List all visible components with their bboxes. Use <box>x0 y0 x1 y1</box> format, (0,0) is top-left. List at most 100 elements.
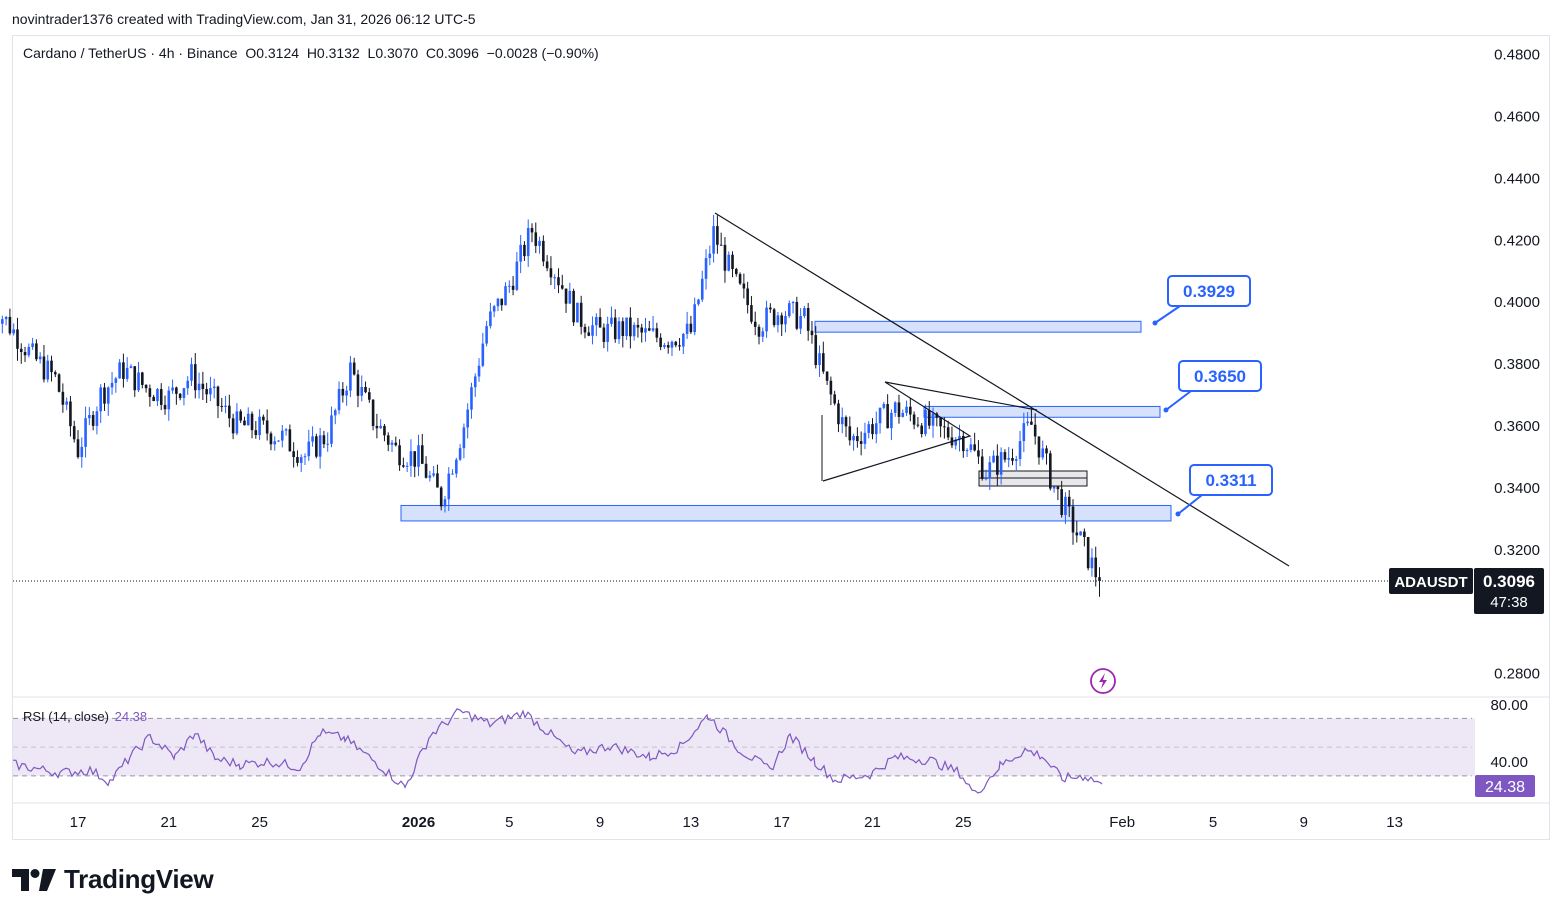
candle-body <box>61 391 65 405</box>
candle <box>890 409 893 440</box>
candle <box>761 327 765 343</box>
candle <box>231 413 235 440</box>
callout-pointer <box>1165 390 1192 411</box>
candle <box>171 379 174 394</box>
candle-body <box>402 465 405 467</box>
time-axis-tick: 2026 <box>402 814 435 831</box>
candle <box>587 326 591 337</box>
candle <box>746 281 749 314</box>
candle <box>1094 546 1098 587</box>
callout-label: 0.3650 <box>1194 367 1246 386</box>
candle <box>356 369 360 408</box>
time-axis-tick: 5 <box>505 814 513 831</box>
candle-body <box>258 416 261 436</box>
candle <box>1037 436 1041 465</box>
candle-body <box>496 298 500 307</box>
candle-body <box>8 316 12 334</box>
candle <box>318 427 322 469</box>
candle <box>383 424 386 442</box>
candle <box>95 406 99 435</box>
candle <box>954 437 958 450</box>
candle <box>916 416 920 428</box>
candle <box>682 332 685 354</box>
candle-body <box>598 317 602 328</box>
candle <box>57 373 61 393</box>
legend-symbol[interactable]: Cardano / TetherUS · 4h · Binance <box>23 45 238 61</box>
candle <box>927 401 931 430</box>
candle <box>330 406 333 448</box>
candle <box>470 382 473 419</box>
candle <box>296 450 299 467</box>
candle <box>610 306 613 327</box>
candle <box>212 378 216 399</box>
candle <box>564 288 568 313</box>
candle-body <box>390 442 394 445</box>
candle-body <box>655 328 659 338</box>
candle-body <box>371 399 375 426</box>
rsi-legend[interactable]: RSI (14, close) 24.38 <box>23 709 147 724</box>
rsi-legend-label: RSI (14, close) <box>23 709 109 724</box>
candle <box>772 307 776 328</box>
candle <box>76 430 80 459</box>
candle <box>216 385 220 419</box>
candle <box>939 416 942 438</box>
price-axis-tick: 0.4200 <box>1494 232 1540 249</box>
candle <box>205 382 208 404</box>
candle-body <box>621 321 625 337</box>
candle <box>1052 486 1056 493</box>
candle-body <box>114 378 118 383</box>
tradingview-logo-icon <box>12 868 56 891</box>
candle-body <box>511 285 515 290</box>
candle <box>549 256 553 286</box>
candle <box>436 464 439 488</box>
candle-body <box>587 332 591 336</box>
candle <box>992 450 995 464</box>
candle-body <box>564 288 568 304</box>
candle-body <box>613 317 617 340</box>
candle-body <box>209 388 212 395</box>
candle <box>19 343 23 364</box>
candle-body <box>689 323 693 333</box>
candle <box>345 385 348 406</box>
candle-body <box>50 360 53 373</box>
candle-body <box>315 436 318 457</box>
candle-body <box>980 456 984 479</box>
candle <box>269 431 273 451</box>
candle-body <box>750 305 753 322</box>
candle <box>1014 455 1018 472</box>
candle <box>886 394 889 429</box>
price-tag: 0.3096 <box>1483 572 1535 591</box>
candle-body <box>746 288 749 306</box>
symbol-tag: ADAUSDT <box>1394 574 1467 591</box>
candle-body <box>1022 423 1026 442</box>
candle-body <box>682 333 685 347</box>
candle-body <box>742 283 746 289</box>
candle <box>254 420 258 439</box>
candle-body <box>228 405 231 419</box>
candle-body <box>606 323 609 342</box>
candle <box>273 436 277 451</box>
candle-body <box>893 402 897 413</box>
candle-body <box>803 308 806 317</box>
candle <box>988 456 992 490</box>
tradingview-logo[interactable]: TradingView <box>12 864 214 895</box>
candle-body <box>579 302 583 327</box>
candle <box>258 409 261 440</box>
candle-body <box>239 411 242 421</box>
rsi-tag: 24.38 <box>1485 779 1525 796</box>
candle-body <box>405 465 409 467</box>
candle <box>364 381 367 394</box>
candle <box>810 320 814 344</box>
candle-body <box>69 401 72 427</box>
candle-body <box>413 451 417 467</box>
candle <box>1022 412 1026 453</box>
candle <box>1011 448 1014 466</box>
candle-body <box>1018 441 1022 460</box>
candle-body <box>1052 486 1056 489</box>
candle <box>413 451 417 478</box>
candle <box>288 424 292 452</box>
candle-body <box>591 325 594 336</box>
candle-body <box>1 319 4 324</box>
candle-body <box>1026 421 1029 424</box>
